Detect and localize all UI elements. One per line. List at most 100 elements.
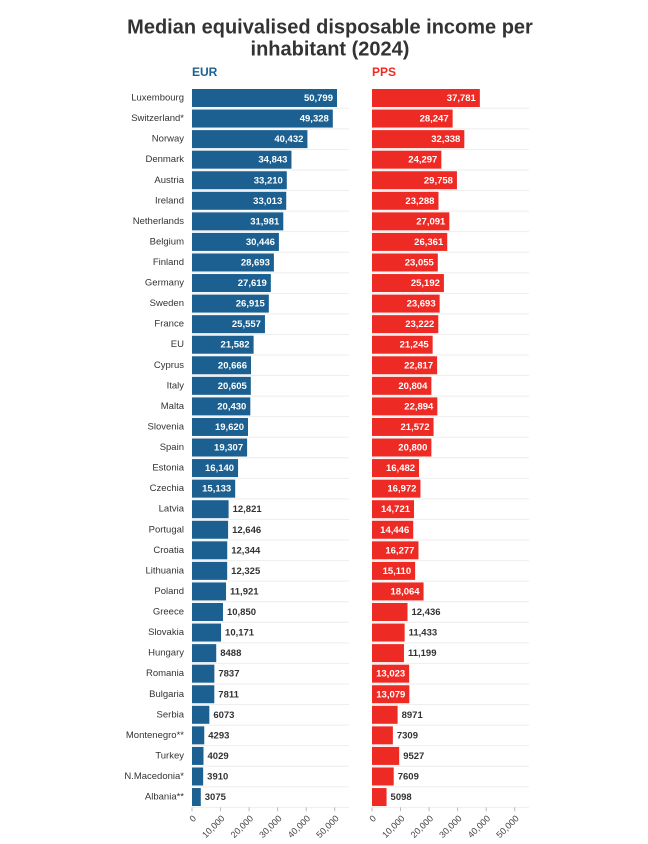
value-label: 4029 <box>208 751 229 762</box>
y-tick-label: Turkey <box>155 750 184 761</box>
value-label: 8971 <box>402 710 424 721</box>
value-label: 23,288 <box>405 196 434 207</box>
y-tick-label: Lithuania <box>145 565 184 576</box>
y-tick-label: Sweden <box>150 298 184 309</box>
value-label: 15,110 <box>383 566 412 577</box>
bar <box>192 479 236 498</box>
x-tick-label: 30,000 <box>437 813 464 840</box>
bar <box>372 541 419 560</box>
value-label: 26,361 <box>414 237 444 248</box>
y-tick-label: Austria <box>154 175 184 186</box>
value-label: 15,133 <box>202 484 231 495</box>
bar <box>372 726 393 745</box>
x-tick-label: 0 <box>187 813 198 824</box>
bar <box>192 644 217 663</box>
bar <box>192 520 229 539</box>
x-tick-label: 50,000 <box>314 813 341 840</box>
value-label: 26,915 <box>236 299 266 310</box>
bar <box>372 356 438 375</box>
bar <box>192 500 229 519</box>
y-tick-label: Greece <box>153 607 184 618</box>
x-tick-label: 30,000 <box>257 813 284 840</box>
value-label: 31,981 <box>250 216 280 227</box>
x-tick-label: 10,000 <box>200 813 227 840</box>
value-label: 5098 <box>391 792 412 803</box>
bar <box>192 356 251 375</box>
bar <box>192 767 204 786</box>
value-label: 16,972 <box>387 484 416 495</box>
value-label: 7837 <box>218 669 239 680</box>
bar <box>192 459 239 478</box>
bar <box>192 294 269 313</box>
bar <box>192 191 287 210</box>
y-tick-label: Denmark <box>145 154 184 165</box>
bar <box>192 397 251 416</box>
value-label: 12,344 <box>231 545 261 556</box>
bar <box>372 109 453 128</box>
chart-title: Median equivalised disposable income per <box>127 16 533 38</box>
y-tick-label: Belgium <box>150 236 184 247</box>
value-label: 23,222 <box>405 319 434 330</box>
bar <box>192 705 210 724</box>
value-label: 19,307 <box>214 443 243 454</box>
bar <box>192 171 287 190</box>
value-label: 20,800 <box>398 443 427 454</box>
value-label: 50,799 <box>304 93 333 104</box>
bar <box>372 705 398 724</box>
value-label: 12,325 <box>231 566 261 577</box>
value-label: 37,781 <box>447 93 477 104</box>
value-label: 8488 <box>220 648 241 659</box>
bar <box>372 130 465 149</box>
bar <box>192 541 228 560</box>
bar <box>372 315 439 334</box>
value-label: 6073 <box>213 710 234 721</box>
bar <box>372 767 394 786</box>
bar <box>372 274 444 293</box>
y-tick-label: Portugal <box>149 524 184 535</box>
y-tick-label: Albania** <box>145 792 184 803</box>
bar <box>372 746 400 765</box>
bar <box>372 232 448 251</box>
bar <box>192 664 215 683</box>
bar <box>372 664 410 683</box>
value-label: 22,817 <box>404 360 433 371</box>
value-label: 11,921 <box>230 586 259 597</box>
bar <box>372 479 421 498</box>
y-tick-label: Latvia <box>159 504 185 515</box>
value-label: 11,199 <box>408 648 437 659</box>
value-label: 7309 <box>397 730 418 741</box>
y-tick-label: Norway <box>152 134 184 145</box>
value-label: 10,850 <box>227 607 256 618</box>
y-tick-label: Romania <box>146 668 185 679</box>
bar <box>372 171 457 190</box>
value-label: 16,482 <box>386 463 415 474</box>
value-label: 27,619 <box>238 278 267 289</box>
bar <box>372 644 404 663</box>
bar <box>192 274 271 293</box>
value-label: 32,338 <box>431 134 460 145</box>
value-label: 29,758 <box>424 175 453 186</box>
value-label: 30,446 <box>246 237 275 248</box>
value-label: 7811 <box>218 689 239 700</box>
y-tick-label: Czechia <box>150 483 185 494</box>
bar <box>192 150 292 169</box>
y-tick-label: Ireland <box>155 195 184 206</box>
bar <box>192 212 284 231</box>
value-label: 13,023 <box>376 669 405 680</box>
value-label: 3910 <box>207 771 228 782</box>
y-tick-label: Slovakia <box>148 627 185 638</box>
bar <box>372 788 387 807</box>
y-tick-label: EU <box>171 339 184 350</box>
y-tick-label: N.Macedonia* <box>124 771 184 782</box>
value-label: 12,436 <box>411 607 440 618</box>
bar <box>372 438 432 457</box>
x-tick-label: 20,000 <box>409 813 436 840</box>
panel-label: PPS <box>372 65 396 79</box>
bar <box>372 603 408 621</box>
value-label: 4293 <box>208 730 229 741</box>
value-label: 21,582 <box>221 340 250 351</box>
bar <box>372 335 433 354</box>
bar <box>372 397 438 416</box>
bar <box>372 150 442 169</box>
value-label: 40,432 <box>274 134 303 145</box>
